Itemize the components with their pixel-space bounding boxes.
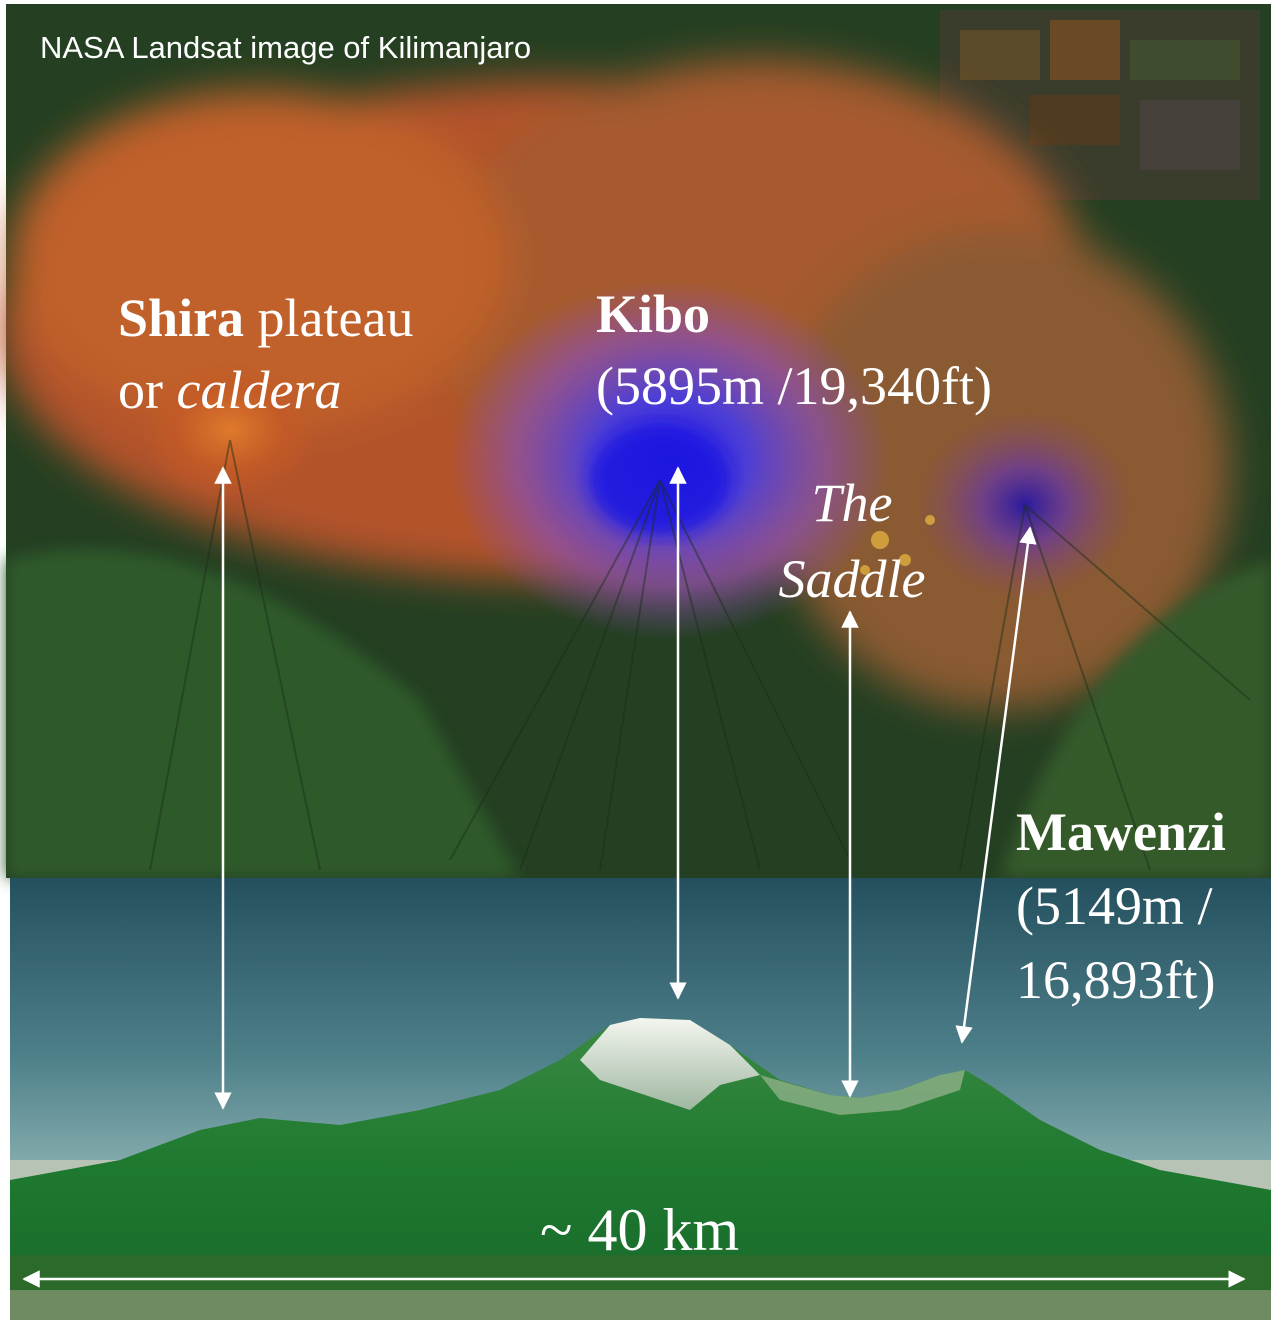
- saddle-specks: [860, 515, 935, 575]
- shira-name: Shira: [118, 288, 245, 348]
- kibo-label: Kibo (5895m /19,340ft): [596, 278, 992, 422]
- caption: NASA Landsat image of Kilimanjaro: [40, 30, 532, 65]
- mawenzi-elev-line2: 16,893ft): [1016, 950, 1216, 1010]
- kibo-elevation: (5895m /19,340ft): [596, 356, 992, 416]
- saddle-label: The Saddle: [762, 465, 942, 617]
- landsat-view: [0, 4, 1271, 878]
- shira-line1: Shira plateau: [118, 282, 413, 354]
- shira-line2-italic: caldera: [176, 360, 342, 420]
- shira-line2-prefix: or: [118, 360, 177, 420]
- kibo-crater-core: [590, 425, 730, 535]
- shira-caldera-glow: [140, 360, 320, 500]
- arrows: [22, 466, 1246, 1288]
- saddle-line2: Saddle: [778, 549, 926, 609]
- saddle-line1: The: [811, 473, 893, 533]
- mawenzi-arrow: [955, 526, 1037, 1044]
- mawenzi-name: Mawenzi: [1016, 802, 1226, 862]
- perspective-view: [10, 878, 1271, 1320]
- mawenzi-label: Mawenzi (5149m / 16,893ft): [1016, 795, 1226, 1017]
- farmland-patches: [940, 10, 1260, 200]
- forest-skirts: [6, 549, 1271, 878]
- kibo-name: Kibo: [596, 284, 711, 344]
- mawenzi-elev-line1: (5149m /: [1016, 876, 1213, 936]
- kibo-snowcap: [580, 1018, 760, 1110]
- shira-label: Shira plateau or caldera: [118, 282, 413, 426]
- shira-line2: or caldera: [118, 354, 413, 426]
- shira-line1-rest: plateau: [244, 288, 414, 348]
- scale-label: ~ 40 km: [540, 1197, 740, 1263]
- saddle-ridge: [760, 1070, 965, 1115]
